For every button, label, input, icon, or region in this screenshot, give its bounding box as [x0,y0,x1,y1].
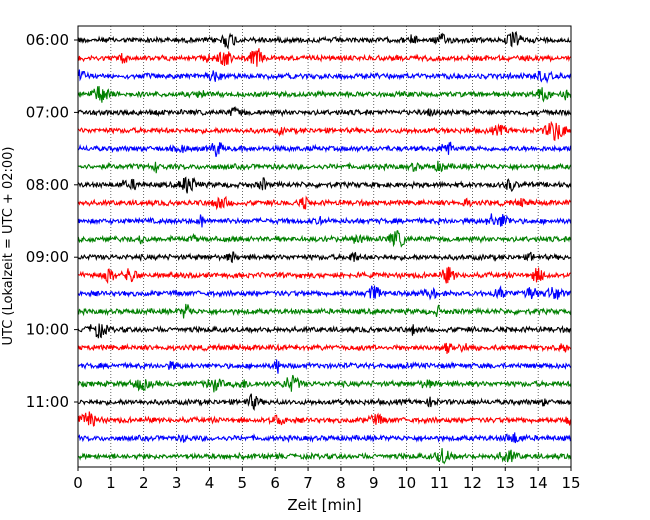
trace-0615 [77,48,572,67]
y-tick-label-4: 10:00 [26,321,69,339]
x-tick-label-0: 0 [73,474,83,492]
x-tick-label-3: 3 [172,474,182,492]
x-axis: 0 1 2 3 4 5 6 7 8 9 10 11 12 13 14 15 [73,467,581,492]
plot-frame [77,25,572,468]
y-tick-label-3: 09:00 [26,248,69,266]
x-tick-label-11: 11 [430,474,449,492]
x-axis-label: Zeit [min] [287,496,361,514]
y-tick-label-0: 06:00 [26,31,69,49]
trace-0730 [77,141,572,157]
trace-0830 [77,213,572,228]
trace-1145 [77,448,572,465]
trace-1000 [77,323,572,339]
trace-1030 [77,359,572,374]
trace-1115 [77,411,572,427]
trace-0645 [77,86,572,103]
trace-0745 [77,160,572,174]
x-tick-label-7: 7 [303,474,313,492]
trace-0915 [77,266,572,285]
trace-0715 [77,120,572,142]
x-tick-label-6: 6 [270,474,280,492]
trace-1015 [78,342,572,354]
x-tick-label-2: 2 [139,474,149,492]
trace-0600 [77,31,572,50]
trace-0630 [78,69,572,84]
trace-0800 [77,176,572,194]
x-tick-label-4: 4 [205,474,215,492]
y-tick-label-5: 11:00 [26,393,69,411]
x-tick-label-9: 9 [369,474,379,492]
y-axis: 06:00 07:00 08:00 09:00 10:00 11:00 [26,31,78,411]
trace-0700 [77,106,572,118]
y-tick-label-1: 07:00 [26,103,69,121]
x-tick-label-14: 14 [529,474,548,492]
x-tick-label-10: 10 [397,474,416,492]
y-axis-label: UTC (Lokalzeit = UTC + 02:00) [1,147,16,346]
x-tick-label-5: 5 [238,474,248,492]
x-tick-label-12: 12 [463,474,482,492]
trace-0815 [77,195,572,211]
x-tick-label-15: 15 [561,474,580,492]
y-tick-label-2: 08:00 [26,176,69,194]
seismic-traces [77,31,572,465]
trace-0845 [77,229,572,248]
trace-0900 [77,251,572,264]
x-tick-label-8: 8 [336,474,346,492]
trace-1045 [77,374,572,393]
x-tick-label-13: 13 [496,474,515,492]
trace-0930 [77,284,572,301]
trace-1130 [77,432,572,444]
x-tick-label-1: 1 [106,474,116,492]
trace-1100 [77,393,572,411]
trace-0945 [78,303,572,319]
